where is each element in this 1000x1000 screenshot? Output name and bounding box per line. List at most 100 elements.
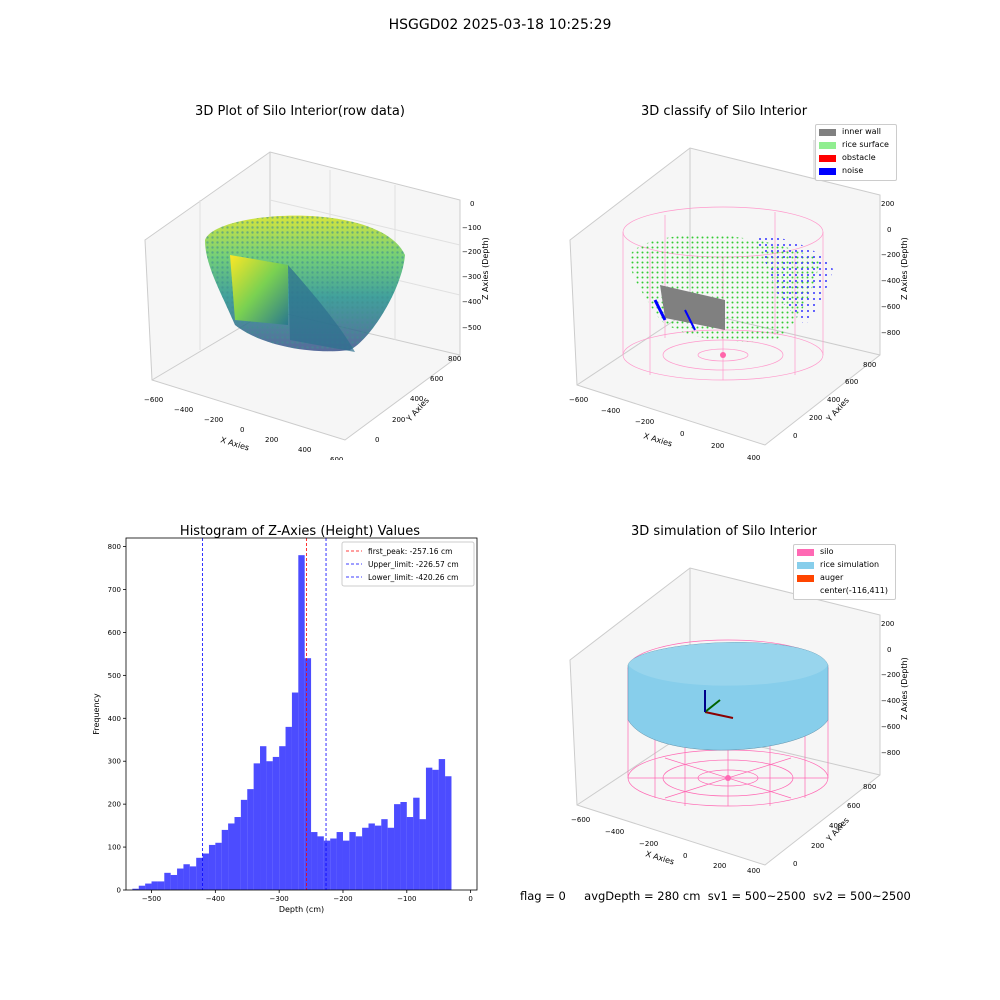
classify-xtick: 200: [711, 442, 724, 450]
histogram-bar: [266, 761, 273, 890]
sim-xtick: 0: [683, 852, 687, 860]
sim-ztick: −800: [881, 749, 900, 757]
histogram-bar: [132, 888, 139, 890]
y-tick-label: 500: [108, 672, 121, 680]
histogram-bar: [387, 827, 395, 890]
status-flag: flag = 0: [520, 889, 566, 903]
status-sv1: sv1 = 500~2500: [707, 889, 806, 903]
classify-points: [629, 235, 833, 342]
histogram-bar: [189, 866, 197, 890]
figure-suptitle: HSGGD02 2025-03-18 10:25:29: [388, 17, 612, 33]
sim-ytick: 200: [811, 842, 824, 850]
raw-ztick: −400: [462, 298, 481, 306]
y-tick-label: 0: [117, 887, 121, 895]
histogram-bar: [170, 874, 178, 890]
legend-label: noise: [842, 166, 864, 175]
raw-xtick: 400: [298, 446, 311, 454]
x-tick-label: −500: [142, 895, 161, 903]
raw-zlabel: Z Axies (Depth): [481, 237, 490, 300]
histogram-bar: [240, 799, 248, 890]
histogram-bar: [419, 819, 426, 890]
x-axis-label: Depth (cm): [279, 905, 324, 914]
histogram-bar: [157, 881, 165, 890]
legend-label: silo: [820, 547, 834, 556]
classify-ztick: −800: [881, 329, 900, 337]
classify-ytick: 400: [827, 396, 840, 404]
sim-ztick: −200: [881, 671, 900, 679]
x-tick-label: −100: [397, 895, 416, 903]
histogram-bar: [221, 829, 229, 890]
histogram-bar: [253, 763, 261, 890]
classify-ytick: 800: [863, 361, 876, 369]
raw-ztick: −500: [462, 324, 481, 332]
y-tick-label: 200: [108, 801, 121, 809]
status-avg-depth: avgDepth = 280 cm: [584, 889, 701, 903]
sim-xtick: −400: [605, 828, 624, 836]
legend-label: rice surface: [842, 140, 889, 149]
raw-ticks: −600 −400 −200 0 200 400 600 0 200 400 6…: [144, 200, 481, 460]
raw-ytick: 200: [392, 416, 405, 424]
sim-legend-box: silo rice simulation auger center(-116,4…: [793, 544, 896, 600]
simulation-3d-plot: −600 −400 −200 0 200 400 0 200 400 600 8…: [569, 567, 909, 875]
legend-label: rice simulation: [820, 560, 880, 569]
classify-ztick: −200: [881, 251, 900, 259]
histogram-legend: [341, 541, 475, 587]
y-tick-label: 300: [108, 758, 121, 766]
simulation-plot-title: 3D simulation of Silo Interior: [631, 524, 817, 539]
sim-xtick: −600: [571, 816, 590, 824]
classify-ytick: 0: [793, 432, 797, 440]
histogram-bar: [202, 853, 209, 890]
legend-label-first_peak: first_peak: -257.16 cm: [368, 547, 452, 556]
classify-xtick: 0: [680, 430, 684, 438]
legend-swatch-rice-simulation: [797, 562, 814, 569]
raw-ytick: 800: [448, 355, 461, 363]
histogram-bar: [323, 840, 331, 890]
classify-ztick: −400: [881, 277, 900, 285]
sim-xtick: −200: [639, 840, 658, 848]
sim-ztick: 200: [881, 620, 894, 628]
histogram-bar: [349, 832, 356, 890]
y-tick-label: 600: [108, 629, 121, 637]
histogram-bar: [362, 827, 369, 890]
histogram-bar: [291, 692, 299, 890]
sim-ztick: 0: [887, 646, 891, 654]
histogram-bar: [374, 825, 382, 890]
classify-ztick: 0: [887, 226, 891, 234]
classify-xtick: −400: [601, 407, 620, 415]
histogram-bar: [445, 776, 452, 890]
legend-swatch-inner-wall: [819, 129, 836, 136]
raw-ztick: −200: [462, 248, 481, 256]
raw-ytick: 600: [430, 375, 443, 383]
histogram-bar: [145, 883, 152, 890]
raw-ztick: −100: [462, 224, 481, 232]
classify-ztick: −600: [881, 303, 900, 311]
histogram-bar: [381, 819, 388, 890]
y-tick-label: 800: [108, 543, 121, 551]
histogram-bar: [413, 797, 420, 890]
histogram-frame: [125, 537, 478, 891]
histogram-bar: [279, 746, 286, 890]
classify-xlabel: X Axies: [642, 431, 673, 448]
classify-ztick: 200: [881, 200, 894, 208]
sim-ytick: 800: [863, 783, 876, 791]
raw-plot-title: 3D Plot of Silo Interior(row data): [195, 104, 405, 119]
raw-xtick: −400: [174, 406, 193, 414]
raw-ytick: 0: [375, 436, 379, 444]
histogram-bar: [208, 844, 216, 890]
histogram-bar: [196, 857, 203, 890]
y-tick-label: 100: [108, 844, 121, 852]
histogram-bar: [260, 746, 267, 890]
x-tick-label: −300: [270, 895, 289, 903]
legend-swatch-silo: [797, 549, 814, 556]
histogram-bar: [438, 759, 446, 890]
raw-xtick: 200: [265, 436, 278, 444]
histogram-bar: [330, 838, 337, 890]
histogram-bar: [272, 756, 280, 890]
x-tick-label: 0: [468, 895, 472, 903]
legend-label-lower_limit: Lower_limit: -420.26 cm: [368, 573, 458, 582]
raw-xlabel: X Axies: [219, 435, 250, 452]
histogram-bar: [177, 868, 184, 890]
sim-xlabel: X Axies: [644, 849, 675, 866]
histogram-bar: [285, 726, 292, 890]
y-tick-label: 700: [108, 586, 121, 594]
